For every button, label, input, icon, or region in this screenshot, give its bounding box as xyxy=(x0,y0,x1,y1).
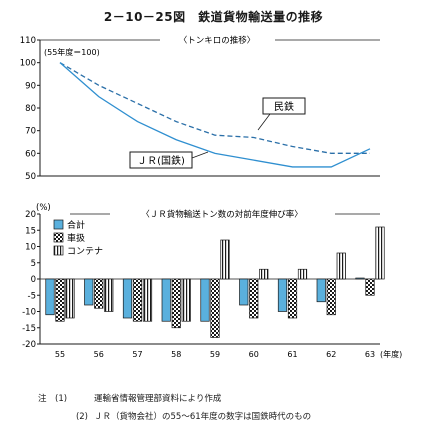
bar-checker-62 xyxy=(326,278,336,316)
tonkm-line-chart: 〈トンキロの推移〉 50 60 70 80 90 100 110 (55年度＝100) 民鉄 ＪＲ(… xyxy=(20,35,380,182)
growth-bar-chart: 〈ＪＲ貨物輸送トン数の対前年度伸び率〉 (%) -20 -15 -10 -5 0 5 10 15 2… xyxy=(22,203,402,359)
bar-checker-63 xyxy=(365,278,375,296)
bar-blue-59 xyxy=(200,278,210,322)
bar-blue-57 xyxy=(122,278,133,319)
bar-vertical-lines-60 xyxy=(259,268,269,280)
x-tick-label: 57 xyxy=(132,350,142,359)
bar-checker-61 xyxy=(287,278,298,319)
bar-checker-56 xyxy=(94,278,104,309)
bottom-y-tick-label: -20 xyxy=(22,340,36,350)
x-tick-label: 58 xyxy=(171,350,181,359)
top-chart-title: 〈トンキロの推移〉 xyxy=(179,35,256,46)
top-y-tick-label: 50 xyxy=(25,172,36,182)
top-y-tick-label: 110 xyxy=(20,36,36,46)
series-line-jr xyxy=(59,62,371,168)
bar-vertical-lines-62 xyxy=(336,252,346,280)
bar-vertical-lines-58 xyxy=(181,278,191,322)
bottom-y-tick-label: -5 xyxy=(28,291,36,301)
legend-label: 車扱 xyxy=(67,232,85,244)
minetsu-leader xyxy=(257,113,271,131)
bottom-y-tick-label: -15 xyxy=(22,324,36,334)
bar-checker-57 xyxy=(132,278,143,322)
legend-label: コンテナ xyxy=(67,246,103,257)
bar-vertical-lines-56 xyxy=(104,278,114,312)
bottom-y-tick-label: 20 xyxy=(25,210,36,220)
bar-vertical-lines-61 xyxy=(297,268,308,280)
bar-vertical-lines-57 xyxy=(142,278,153,322)
bar-blue-58 xyxy=(161,278,171,322)
legend-swatch-blue xyxy=(53,219,64,230)
bottom-y-tick-label: 0 xyxy=(31,275,36,285)
x-tick-label: 56 xyxy=(94,350,104,359)
legend-label: 合計 xyxy=(67,219,85,231)
top-y-tick-label: 90 xyxy=(25,81,36,91)
note-2-number: (2) xyxy=(75,412,88,422)
legend-swatch-checker xyxy=(53,232,64,243)
bar-blue-62 xyxy=(316,278,326,303)
jr-label-group: ＪＲ(国鉄) xyxy=(129,151,209,169)
series-line-minetsu xyxy=(59,62,370,154)
bar-blue-55 xyxy=(45,278,55,316)
x-tick-label: 60 xyxy=(249,350,259,359)
bottom-y-unit: (%) xyxy=(36,203,51,213)
jr-label-box xyxy=(129,151,193,169)
note-1: 注 (1) 運輸省情報管理部資料により作成 xyxy=(38,392,221,404)
bottom-y-tick-label: 10 xyxy=(25,243,36,253)
bar-checker-60 xyxy=(249,278,259,319)
bottom-y-tick-label: 15 xyxy=(25,226,36,236)
x-tick-label: 61 xyxy=(287,350,297,359)
top-y-tick-label: 70 xyxy=(25,127,36,137)
note-2: (2) ＪＲ（貨物会社）の55～61年度の数字は国鉄時代のもの xyxy=(38,410,311,422)
x-tick-label: 62 xyxy=(326,350,336,359)
bar-blue-60 xyxy=(239,278,249,306)
minetsu-label-box xyxy=(262,97,306,115)
bar-checker-55 xyxy=(55,278,65,322)
minetsu-label: 民鉄 xyxy=(274,100,294,113)
bottom-chart-title: 〈ＪＲ貨物輸送トン数の対前年度伸び率〉 xyxy=(141,209,303,220)
legend-swatch-vertical-lines xyxy=(53,245,64,256)
figure-title: 2－10－25図 鉄道貨物輸送量の推移 xyxy=(103,10,324,24)
x-unit-label: (年度) xyxy=(380,349,402,359)
bar-blue-56 xyxy=(84,278,94,306)
bar-blue-63 xyxy=(355,277,365,280)
bottom-y-tick-label: -10 xyxy=(22,308,36,318)
bar-checker-59 xyxy=(210,278,220,338)
bar-checker-58 xyxy=(171,278,181,329)
bar-vertical-lines-63 xyxy=(375,226,385,280)
x-tick-label: 63 xyxy=(365,350,375,359)
top-y-tick-label: 80 xyxy=(25,104,36,114)
minetsu-label-group: 民鉄 xyxy=(257,97,306,131)
top-y-tick-label: 60 xyxy=(25,149,36,159)
bar-vertical-lines-55 xyxy=(65,278,75,319)
bar-blue-61 xyxy=(277,278,288,312)
bar-vertical-lines-59 xyxy=(220,239,230,280)
x-tick-label: 55 xyxy=(55,350,65,359)
note-1-number: 注 (1) xyxy=(38,394,68,404)
bottom-y-tick-label: 5 xyxy=(31,259,36,269)
jr-label: ＪＲ(国鉄) xyxy=(137,154,185,167)
base-year-label: (55年度＝100) xyxy=(44,47,100,57)
jr-leader xyxy=(191,151,209,159)
note-2-text: ＪＲ（貨物会社）の55～61年度の数字は国鉄時代のもの xyxy=(94,412,312,422)
x-tick-label: 59 xyxy=(210,350,220,359)
note-1-text: 運輸省情報管理部資料により作成 xyxy=(94,394,222,404)
top-y-tick-label: 100 xyxy=(20,59,36,69)
